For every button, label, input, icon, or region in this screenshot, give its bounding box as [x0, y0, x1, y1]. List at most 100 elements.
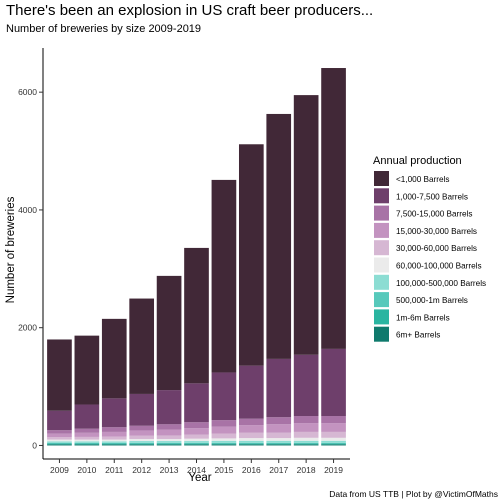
x-tick-label: 2014	[187, 465, 206, 475]
bar-segment-2017-s4	[266, 438, 292, 441]
x-tick-label: 2011	[105, 465, 124, 475]
bar-segment-2019-s6	[321, 423, 346, 432]
bar-segment-2013-s6	[156, 429, 182, 436]
legend-swatch	[374, 274, 389, 290]
bar-segment-2013-s2	[156, 442, 182, 444]
bar-segment-2019-s4	[321, 437, 346, 441]
bar-segment-2009-s6	[47, 433, 72, 438]
bar-segment-2019-s1	[321, 443, 346, 445]
bar-segment-2019-s2	[321, 442, 346, 444]
bar-segment-2018-s2	[293, 442, 319, 444]
bar-segment-2017-s2	[266, 442, 292, 444]
bar-segment-2011-s1	[101, 443, 127, 445]
x-tick-label: 2015	[214, 465, 233, 475]
bar-segment-2018-s6	[293, 423, 319, 432]
bar-segment-2014-s7	[184, 422, 209, 429]
bar-segment-2012-s0	[129, 444, 155, 446]
bar-segment-2015-s1	[211, 443, 237, 445]
legend-swatch	[374, 257, 389, 273]
legend-swatch	[374, 205, 389, 221]
bar-segment-2014-s4	[184, 438, 209, 442]
bar-segment-2016-s6	[238, 425, 264, 433]
bar-segment-2011-s6	[101, 431, 127, 437]
bar-segment-2013-s7	[156, 424, 182, 430]
legend-label: 30,000-60,000 Barrels	[396, 244, 477, 253]
bar-segment-2010-s0	[74, 444, 100, 446]
legend-label: 7,500-15,000 Barrels	[396, 210, 472, 219]
bar-segment-2018-s7	[293, 416, 319, 424]
bar-segment-2011-s8	[101, 398, 127, 428]
chart-caption: Data from US TTB | Plot by @VictimOfMath…	[329, 489, 498, 499]
y-tick-label: 2000	[18, 323, 37, 333]
bar-segment-2012-s3	[129, 441, 155, 443]
legend-swatch	[374, 240, 389, 256]
bar-segment-2019-s8	[321, 348, 346, 417]
bar-segment-2012-s1	[129, 443, 155, 445]
bar-segment-2009-s5	[47, 437, 72, 440]
bar-segment-2009-s3	[47, 441, 72, 443]
legend-label: <1,000 Barrels	[396, 175, 449, 184]
bar-segment-2016-s2	[238, 442, 264, 444]
bar-segment-2012-s6	[129, 430, 155, 436]
bar-segment-2010-s1	[74, 443, 100, 445]
legend-swatch	[374, 292, 389, 308]
bar-segment-2013-s9	[156, 275, 182, 391]
axes-layer: 0 2000 4000 6000 2009 2010 2011 2012 2013 2014 201…	[18, 48, 350, 475]
bar-segment-2009-s4	[47, 439, 72, 442]
bar-segment-2012-s5	[129, 435, 155, 439]
bar-segment-2016-s8	[238, 365, 264, 419]
bar-segment-2011-s5	[101, 436, 127, 440]
bar-segment-2011-s3	[101, 441, 127, 443]
legend-swatch	[374, 188, 389, 204]
bar-segment-2014-s8	[184, 383, 209, 423]
bar-segment-2017-s6	[266, 424, 292, 433]
bar-segment-2018-s9	[293, 95, 319, 355]
bar-segment-2016-s1	[238, 443, 264, 445]
legend-swatch	[374, 222, 389, 238]
legend-swatch	[374, 171, 389, 186]
bar-segment-2017-s7	[266, 417, 292, 425]
bar-segment-2019-s5	[321, 431, 346, 438]
bar-segment-2019-s3	[321, 440, 346, 443]
bar-segment-2009-s1	[47, 443, 72, 445]
bar-segment-2018-s3	[293, 440, 319, 443]
bar-segment-2010-s8	[74, 404, 100, 429]
bar-segment-2015-s3	[211, 440, 237, 443]
legend-items: <1,000 Barrels 1,000-7,500 Barrels 7,500-1…	[374, 171, 486, 342]
x-tick-label: 2019	[324, 465, 343, 475]
bar-segment-2010-s9	[74, 335, 100, 405]
bar-segment-2018-s5	[293, 431, 319, 438]
bar-segment-2017-s5	[266, 432, 292, 439]
bar-segment-2018-s8	[293, 354, 319, 417]
legend-label: 100,000-500,000 Barrels	[396, 279, 486, 288]
bar-segment-2015-s0	[211, 444, 237, 446]
legend-label: 1,000-7,500 Barrels	[396, 192, 468, 201]
bar-segment-2012-s9	[129, 298, 155, 394]
x-axis-title: Year	[188, 472, 211, 484]
bar-segment-2011-s4	[101, 439, 127, 442]
bars-layer	[47, 68, 346, 446]
bar-segment-2016-s0	[238, 444, 264, 446]
bar-segment-2010-s4	[74, 439, 100, 442]
bar-segment-2009-s0	[47, 444, 72, 446]
bar-segment-2011-s2	[101, 442, 127, 444]
x-tick-label: 2013	[160, 465, 179, 475]
y-tick-label: 4000	[18, 205, 37, 215]
bar-segment-2012-s4	[129, 438, 155, 442]
bar-segment-2011-s9	[101, 318, 127, 399]
legend-swatch	[374, 326, 389, 342]
bar-segment-2013-s1	[156, 443, 182, 445]
bar-segment-2009-s8	[47, 410, 72, 431]
chart-subtitle: Number of breweries by size 2009-2019	[6, 23, 201, 35]
bar-segment-2009-s7	[47, 430, 72, 434]
bar-segment-2015-s8	[211, 372, 237, 421]
bar-segment-2015-s5	[211, 433, 237, 439]
bar-segment-2019-s0	[321, 444, 346, 446]
bar-segment-2017-s9	[266, 113, 292, 359]
legend: Annual production <1,000 Barrels 1,000-7,…	[373, 155, 486, 342]
bar-segment-2015-s9	[211, 179, 237, 373]
bar-segment-2010-s5	[74, 436, 100, 440]
bar-segment-2013-s5	[156, 435, 182, 439]
bar-segment-2009-s2	[47, 442, 72, 444]
